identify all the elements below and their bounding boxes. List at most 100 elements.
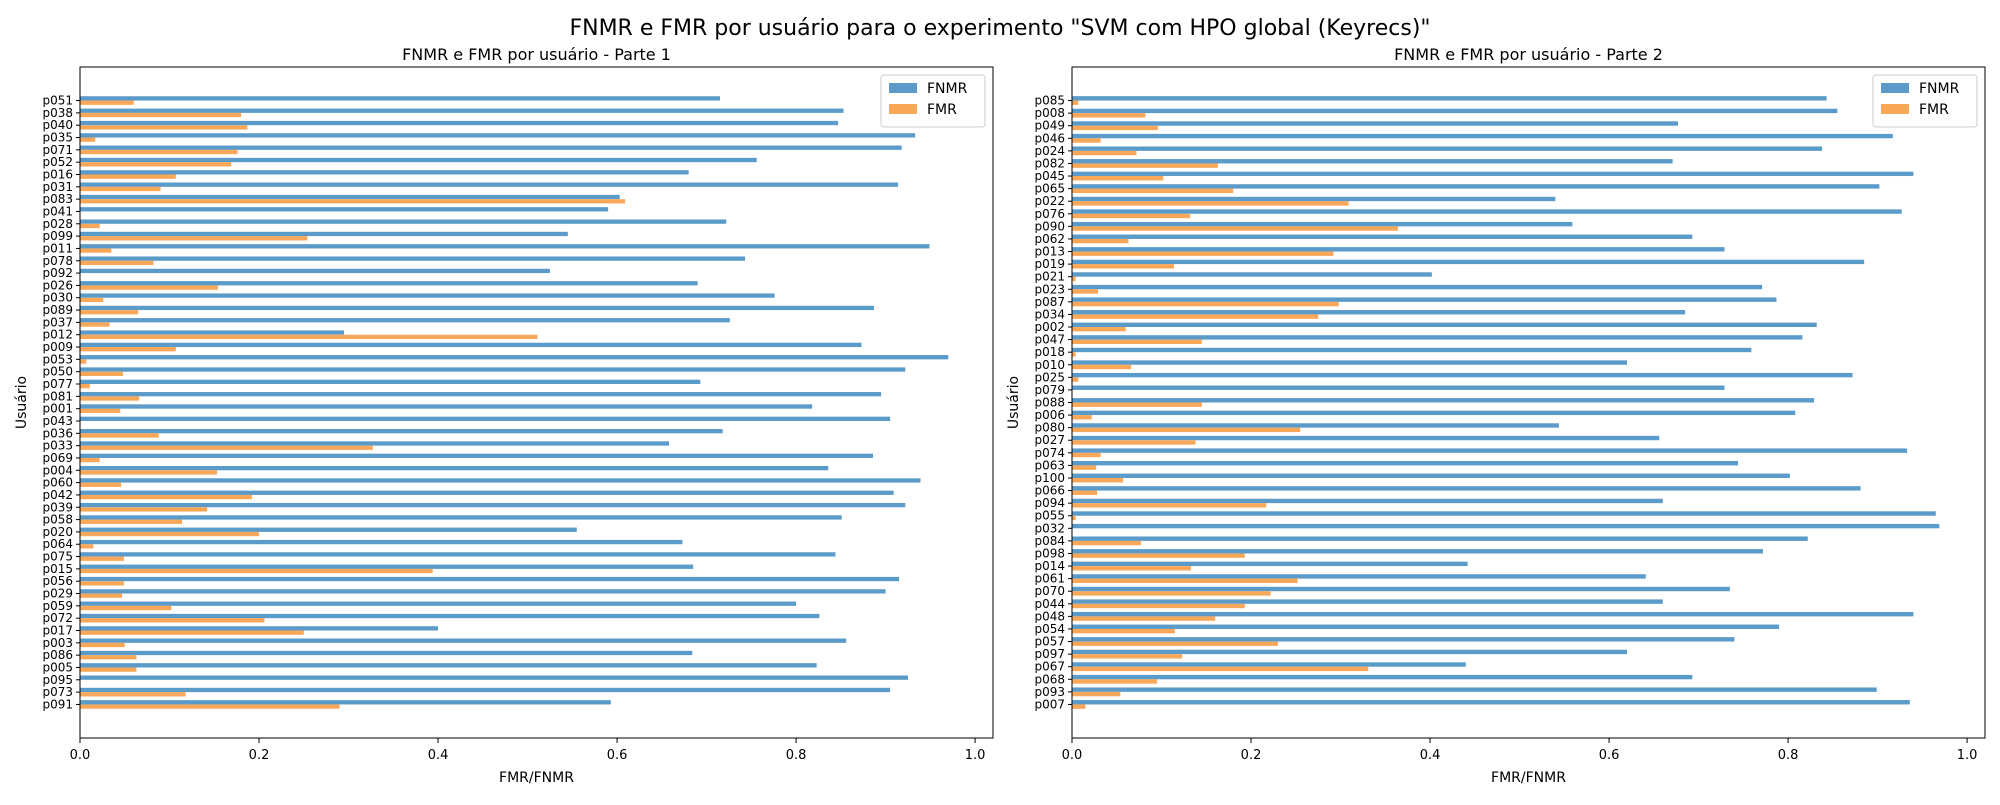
bar-fnmr-p044 [1072, 599, 1663, 604]
bar-fmr-p047 [1072, 339, 1202, 344]
bar-fnmr-p052 [80, 157, 757, 163]
bar-fmr-p084 [1072, 540, 1141, 546]
bar-fnmr-p048 [1072, 611, 1914, 617]
bar-fnmr-p045 [1072, 171, 1914, 177]
bar-fmr-p057 [1072, 641, 1278, 646]
bar-fmr-p056 [80, 581, 124, 586]
bar-fnmr-p039 [80, 502, 906, 508]
y-tick-label: p021 [1034, 270, 1065, 284]
bar-fmr-p065 [1072, 188, 1234, 194]
subplot-part-2: FNMR e FMR por usuário - Parte 2 p085p008… [1006, 45, 1986, 786]
y-tick-label: p023 [1034, 282, 1065, 296]
bar-fnmr-p059 [80, 601, 797, 606]
y-tick-label: p046 [1034, 131, 1065, 145]
bar-fnmr-p058 [80, 515, 842, 520]
x-tick-label: 0.8 [786, 748, 807, 763]
y-tick-label: p042 [42, 488, 73, 502]
y-tick-label: p097 [1034, 647, 1065, 661]
bar-fnmr-p040 [80, 120, 839, 126]
bar-fmr-p100 [1072, 477, 1124, 483]
bar-fnmr-p022 [1072, 196, 1556, 202]
bar-fmr-p052 [80, 162, 232, 167]
figure-title: FNMR e FMR por usuário para o experiment… [569, 16, 1430, 41]
y-tick-label: p014 [1034, 559, 1065, 573]
bar-fmr-p063 [1072, 465, 1097, 470]
y-tick-label: p091 [42, 697, 73, 711]
bar-fmr-p091 [80, 704, 340, 709]
bar-fnmr-p094 [1072, 498, 1663, 504]
bar-fnmr-p007 [1072, 700, 1910, 705]
bar-fnmr-p068 [1072, 674, 1693, 680]
y-tick-label: p007 [1034, 697, 1065, 711]
y-tick-label: p065 [1034, 182, 1065, 196]
bar-fnmr-p073 [80, 687, 891, 693]
bar-fnmr-p081 [80, 392, 882, 397]
y-tick-label: p058 [42, 513, 73, 527]
y-tick-label: p028 [42, 217, 73, 231]
bar-fnmr-p064 [80, 539, 683, 545]
bar-fnmr-p070 [1072, 586, 1730, 592]
bar-fnmr-p042 [80, 490, 894, 495]
bar-fmr-p044 [1072, 603, 1245, 609]
y-tick-label: p085 [1034, 94, 1065, 108]
bar-fmr-p054 [1072, 628, 1175, 634]
bar-fnmr-p083 [80, 194, 620, 200]
y-tick-label: p052 [42, 155, 73, 169]
bar-fnmr-p062 [1072, 234, 1693, 239]
bar-fmr-p009 [80, 347, 176, 352]
bar-fnmr-p077 [80, 379, 701, 385]
subplot-title: FNMR e FMR por usuário - Parte 2 [1394, 45, 1663, 64]
bar-fnmr-p071 [80, 145, 902, 150]
bar-fnmr-p100 [1072, 473, 1790, 478]
bar-fmr-p030 [80, 297, 104, 303]
y-tick-label: p038 [42, 106, 73, 120]
bar-fmr-p048 [1072, 616, 1216, 621]
y-tick-label: p067 [1034, 660, 1065, 674]
bar-fnmr-p046 [1072, 133, 1893, 139]
y-tick-label: p050 [42, 365, 73, 379]
y-tick-label: p010 [1034, 358, 1065, 372]
bar-fnmr-p065 [1072, 184, 1880, 189]
bar-fnmr-p024 [1072, 146, 1823, 151]
bar-fmr-p071 [80, 149, 238, 155]
bar-fmr-p015 [80, 568, 433, 574]
bar-fnmr-p011 [80, 244, 930, 249]
bar-fnmr-p002 [1072, 322, 1817, 328]
y-tick-label: p080 [1034, 421, 1065, 435]
bar-fnmr-p017 [80, 626, 439, 631]
bar-fnmr-p074 [1072, 448, 1908, 453]
legend-label-fnmr: FNMR [1919, 81, 1960, 97]
bar-fnmr-p057 [1072, 637, 1735, 642]
bar-fmr-p090 [1072, 226, 1398, 231]
y-tick-label: p078 [42, 254, 73, 268]
bar-fnmr-p012 [80, 330, 345, 335]
bar-fmr-p088 [1072, 402, 1202, 407]
x-axis-label: FMR/FNMR [1491, 770, 1566, 786]
bar-fmr-p019 [1072, 264, 1175, 269]
bar-fmr-p076 [1072, 213, 1191, 219]
y-tick-label: p095 [42, 673, 73, 687]
bar-fmr-p016 [80, 174, 176, 179]
bar-fnmr-p033 [80, 441, 669, 446]
bar-fmr-p020 [80, 531, 260, 537]
y-tick-label: p051 [42, 94, 73, 108]
x-tick-label: 0.2 [249, 748, 270, 763]
y-tick-label: p060 [42, 476, 73, 490]
y-tick-label: p068 [1034, 672, 1065, 686]
bar-fmr-p006 [1072, 415, 1092, 420]
y-tick-label: p059 [42, 599, 73, 613]
y-tick-label: p024 [1034, 144, 1065, 158]
y-axis-label: Usuário [1006, 376, 1022, 429]
y-tick-label: p029 [42, 587, 73, 601]
bar-fmr-p069 [80, 457, 100, 463]
y-tick-label: p034 [1034, 307, 1065, 321]
bar-fnmr-p027 [1072, 435, 1660, 441]
y-tick-label: p081 [42, 389, 73, 403]
bar-fmr-p053 [80, 359, 87, 364]
y-tick-label: p055 [1034, 509, 1065, 523]
bar-fmr-p061 [1072, 578, 1298, 584]
bar-fnmr-p019 [1072, 259, 1865, 265]
y-tick-label: p092 [42, 266, 73, 280]
bar-fmr-p001 [80, 408, 121, 413]
